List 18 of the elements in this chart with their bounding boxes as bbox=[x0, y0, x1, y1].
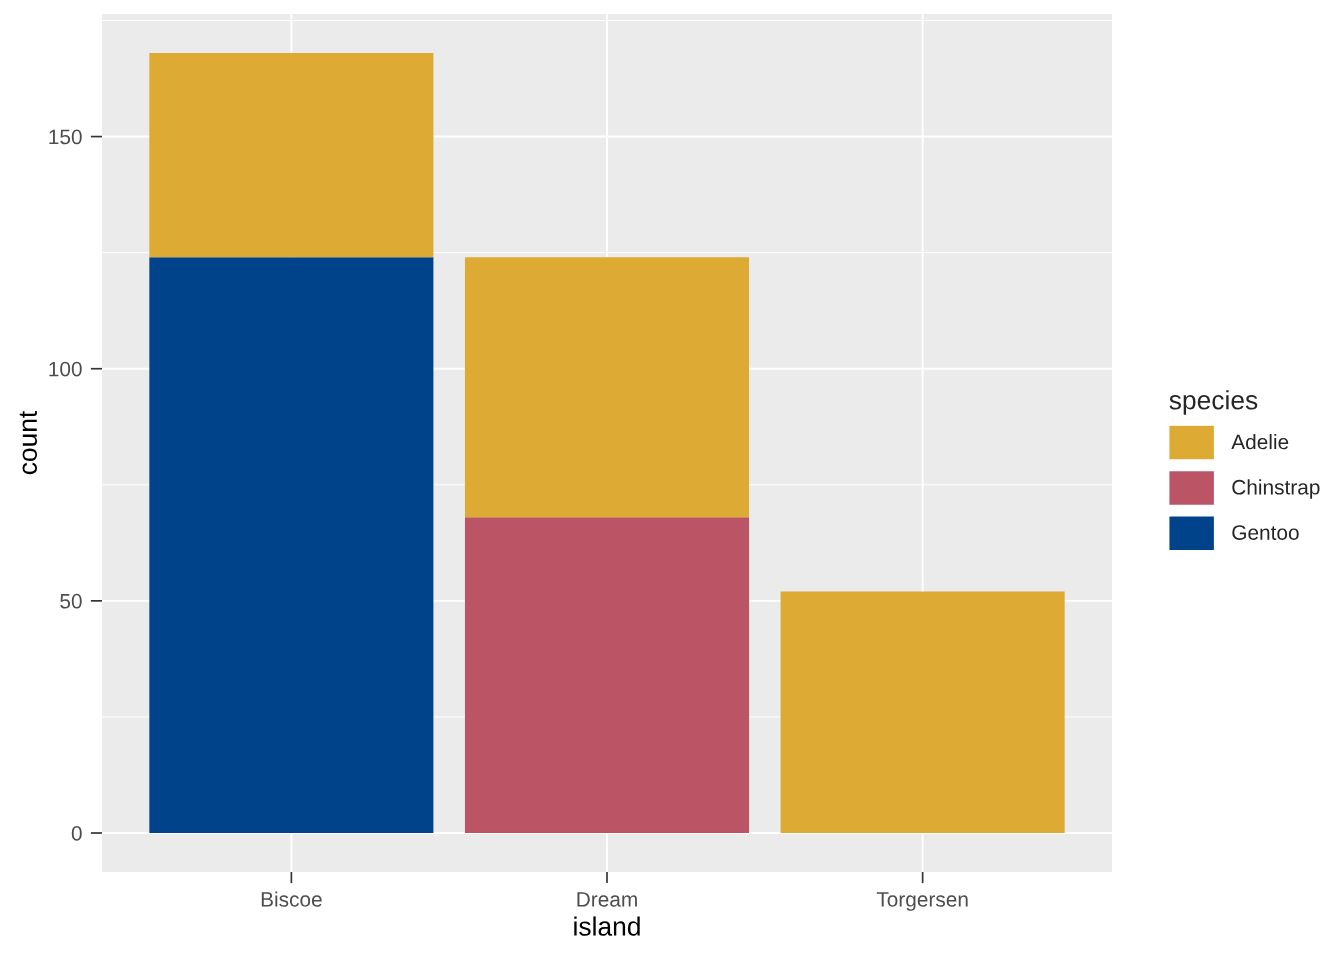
x-tick-label: Torgersen bbox=[876, 892, 968, 911]
y-tick-label: 150 bbox=[49, 129, 82, 145]
legend-title: species bbox=[1169, 390, 1258, 415]
legend-label: Gentoo bbox=[1232, 525, 1299, 540]
bar bbox=[149, 53, 434, 258]
y-axis-title: count bbox=[19, 410, 38, 475]
bar bbox=[149, 257, 434, 833]
bar bbox=[464, 257, 750, 518]
x-tick-label: Dream bbox=[577, 892, 637, 907]
bar bbox=[780, 591, 1065, 833]
bar bbox=[464, 517, 750, 833]
y-tick-label: 50 bbox=[60, 593, 82, 609]
y-tick-label: 100 bbox=[49, 361, 82, 377]
legend-label: Adelie bbox=[1231, 434, 1289, 450]
x-axis-title: island bbox=[574, 916, 640, 936]
y-tick-label: 0 bbox=[71, 826, 82, 841]
legend-label: Chinstrap bbox=[1232, 479, 1320, 499]
x-tick-label: Biscoe bbox=[261, 891, 322, 907]
